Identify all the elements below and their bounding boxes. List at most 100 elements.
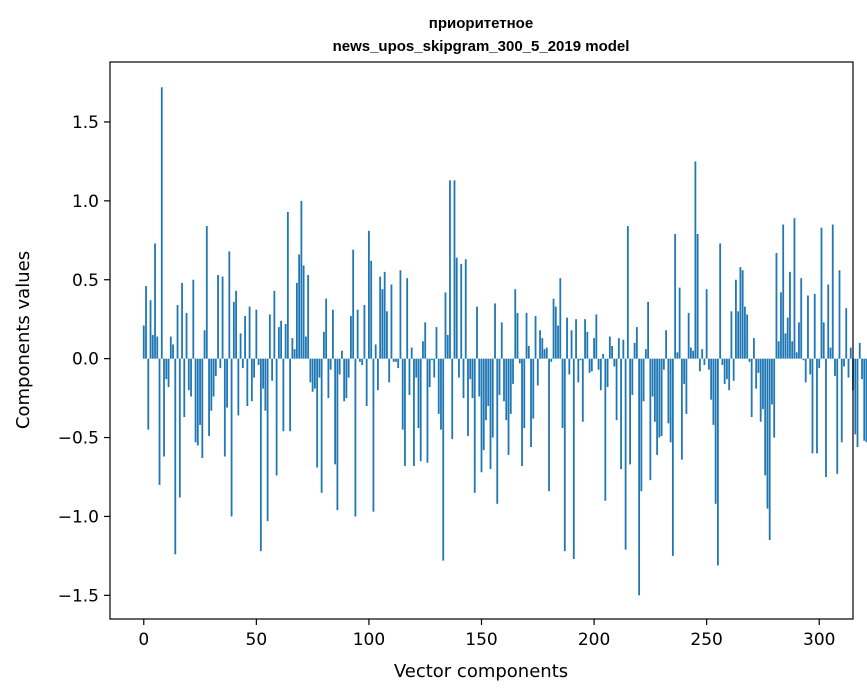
- bar-317: [856, 358, 859, 448]
- bar-321: [865, 358, 867, 443]
- bar-114: [399, 270, 402, 359]
- bar-152: [485, 358, 487, 421]
- bar-41: [235, 290, 237, 359]
- bar-255: [717, 358, 719, 566]
- bar-23: [194, 358, 197, 443]
- bar-96: [359, 358, 361, 362]
- bar-132: [440, 358, 442, 430]
- bar-76: [313, 358, 316, 389]
- bar-167: [518, 358, 521, 364]
- bar-164: [512, 358, 514, 384]
- bar-198: [588, 358, 591, 373]
- bar-42: [237, 358, 240, 416]
- bar-233: [667, 358, 670, 424]
- bar-257: [721, 358, 724, 365]
- bar-12: [169, 336, 172, 359]
- bar-159: [500, 322, 503, 359]
- bar-11: [167, 358, 170, 388]
- bar-225: [649, 358, 652, 481]
- bar-179: [545, 347, 548, 359]
- bar-230: [660, 358, 663, 436]
- bar-193: [577, 358, 580, 383]
- bar-36: [223, 358, 226, 457]
- bar-87: [338, 358, 341, 375]
- bar-143: [464, 259, 467, 359]
- bar-188: [566, 317, 568, 359]
- bar-71: [302, 265, 305, 359]
- bar-166: [516, 312, 519, 359]
- bar-20: [187, 358, 190, 391]
- bar-103: [374, 344, 377, 359]
- bar-229: [658, 358, 661, 438]
- bar-35: [221, 276, 224, 359]
- bar-140: [458, 358, 460, 378]
- bar-276: [764, 358, 767, 476]
- bar-108: [386, 311, 388, 359]
- bar-177: [541, 338, 544, 359]
- bar-78: [318, 358, 321, 378]
- bar-74: [309, 358, 312, 383]
- bar-286: [786, 317, 789, 359]
- bar-9: [163, 358, 165, 457]
- bar-219: [635, 327, 638, 359]
- bar-30: [210, 358, 213, 411]
- bar-203: [599, 358, 602, 391]
- x-axis-ticks: 0 50 100 150 200 250 300: [138, 619, 835, 650]
- x-axis-label: Vector components: [394, 661, 568, 682]
- bar-297: [811, 358, 814, 454]
- bar-306: [831, 224, 834, 359]
- x-tick-label: 250: [690, 630, 722, 650]
- bar-75: [311, 358, 314, 392]
- bar-33: [217, 275, 219, 359]
- bar-172: [530, 358, 532, 448]
- bar-4: [151, 334, 154, 359]
- bar-292: [800, 278, 803, 359]
- bar-154: [489, 358, 492, 470]
- bar-32: [214, 358, 217, 377]
- bar-245: [694, 161, 697, 359]
- bar-90: [345, 358, 348, 399]
- bar-80: [322, 331, 325, 359]
- plot-frame: [109, 61, 854, 620]
- y-tick-label: −1.5: [58, 586, 99, 606]
- bar-246: [696, 233, 699, 359]
- bar-268: [746, 314, 749, 359]
- bar-190: [570, 330, 573, 359]
- bar-15: [176, 305, 179, 359]
- bar-271: [753, 338, 755, 359]
- bar-197: [586, 331, 589, 359]
- bar-227: [653, 358, 656, 422]
- bar-296: [809, 358, 812, 375]
- bar-250: [705, 289, 708, 359]
- bar-153: [487, 358, 490, 406]
- y-tick-label: −1.0: [58, 507, 99, 527]
- bar-31: [212, 358, 215, 397]
- bar-251: [708, 358, 710, 370]
- bar-241: [685, 358, 688, 414]
- bar-124: [422, 341, 424, 359]
- bar-119: [410, 347, 413, 359]
- bar-178: [543, 349, 546, 359]
- bar-158: [498, 358, 501, 395]
- bar-56: [268, 314, 271, 359]
- bar-234: [669, 358, 672, 443]
- bar-8: [160, 87, 163, 359]
- bar-129: [433, 358, 436, 378]
- bar-111: [392, 358, 395, 362]
- bar-53: [262, 358, 264, 389]
- bar-40: [232, 301, 235, 359]
- bar-series: [142, 87, 867, 596]
- bar-252: [710, 358, 713, 400]
- chart-title: приоритетное news_upos_skipgram_300_5_20…: [333, 15, 630, 55]
- bar-180: [548, 358, 550, 492]
- bar-58: [273, 290, 276, 359]
- bar-277: [766, 358, 769, 509]
- chart-title-line-2: news_upos_skipgram_300_5_2019 model: [333, 38, 630, 55]
- x-tick-label: 100: [353, 630, 385, 650]
- bar-131: [437, 358, 440, 414]
- bar-85: [334, 358, 337, 465]
- bar-157: [496, 358, 499, 504]
- bar-94: [354, 358, 357, 517]
- bar-260: [728, 358, 731, 391]
- bar-128: [431, 358, 433, 361]
